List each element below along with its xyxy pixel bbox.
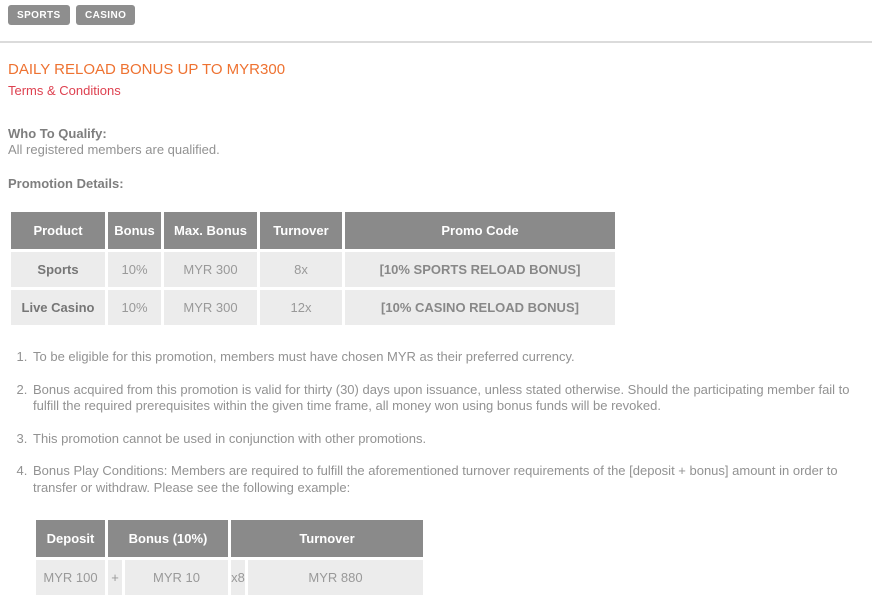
column-header-deposit: Deposit	[33, 517, 108, 560]
horizontal-divider	[0, 41, 872, 43]
who-to-qualify-heading: Who To Qualify:	[8, 126, 107, 141]
table-row-live-casino: Live Casino 10% MYR 300 12x [10% CASINO …	[8, 287, 618, 328]
column-header-turnover: Turnover	[257, 209, 345, 252]
column-header-max-bonus: Max. Bonus	[161, 209, 260, 252]
column-header-turnover: Turnover	[228, 517, 427, 560]
example-table-row: MYR 100 + MYR 10 x8 MYR 880	[33, 557, 427, 598]
cell-turnover: 8x	[257, 249, 345, 290]
terms-list-item-4: Bonus Play Conditions: Members are requi…	[31, 463, 860, 496]
cell-multiplier: x8	[228, 557, 249, 598]
cell-max-bonus: MYR 300	[161, 287, 260, 328]
cell-bonus: 10%	[105, 249, 164, 290]
cell-plus-sign: +	[105, 557, 125, 598]
turnover-example-table: Deposit Bonus (10%) Turnover MYR 100 + M…	[33, 517, 427, 598]
column-header-bonus-10pct: Bonus (10%)	[104, 517, 232, 560]
column-header-bonus: Bonus	[105, 209, 164, 252]
example-table-header-row: Deposit Bonus (10%) Turnover	[33, 517, 427, 560]
terms-and-conditions-link[interactable]: Terms & Conditions	[8, 83, 121, 98]
who-to-qualify-text: All registered members are qualified.	[8, 142, 220, 157]
terms-list: To be eligible for this promotion, membe…	[8, 349, 864, 496]
cell-promo-code: [10% CASINO RELOAD BONUS]	[342, 287, 618, 328]
cell-product: Live Casino	[8, 287, 108, 328]
cell-promo-code: [10% SPORTS RELOAD BONUS]	[342, 249, 618, 290]
cell-turnover-amount: MYR 880	[245, 557, 427, 598]
table-row-sports: Sports 10% MYR 300 8x [10% SPORTS RELOAD…	[8, 249, 618, 290]
promo-table-header-row: Product Bonus Max. Bonus Turnover Promo …	[8, 209, 618, 252]
terms-list-item-1: To be eligible for this promotion, membe…	[31, 349, 860, 366]
cell-turnover: 12x	[257, 287, 345, 328]
top-tabs: SPORTS CASINO	[0, 0, 872, 25]
promotion-details-table: Product Bonus Max. Bonus Turnover Promo …	[8, 209, 618, 328]
promo-title: DAILY RELOAD BONUS UP TO MYR300	[8, 61, 286, 78]
cell-bonus-amount: MYR 10	[121, 557, 232, 598]
column-header-promo-code: Promo Code	[342, 209, 618, 252]
column-header-product: Product	[8, 209, 108, 252]
tab-casino[interactable]: CASINO	[75, 5, 136, 25]
terms-list-item-3: This promotion cannot be used in conjunc…	[31, 431, 860, 448]
promotion-details-heading: Promotion Details:	[8, 176, 124, 191]
promo-content: DAILY RELOAD BONUS UP TO MYR300 Terms & …	[0, 61, 872, 598]
cell-max-bonus: MYR 300	[161, 249, 260, 290]
cell-bonus: 10%	[105, 287, 164, 328]
cell-deposit-amount: MYR 100	[33, 557, 108, 598]
cell-product: Sports	[8, 249, 108, 290]
tab-sports[interactable]: SPORTS	[8, 5, 70, 25]
terms-list-item-2: Bonus acquired from this promotion is va…	[31, 382, 860, 415]
